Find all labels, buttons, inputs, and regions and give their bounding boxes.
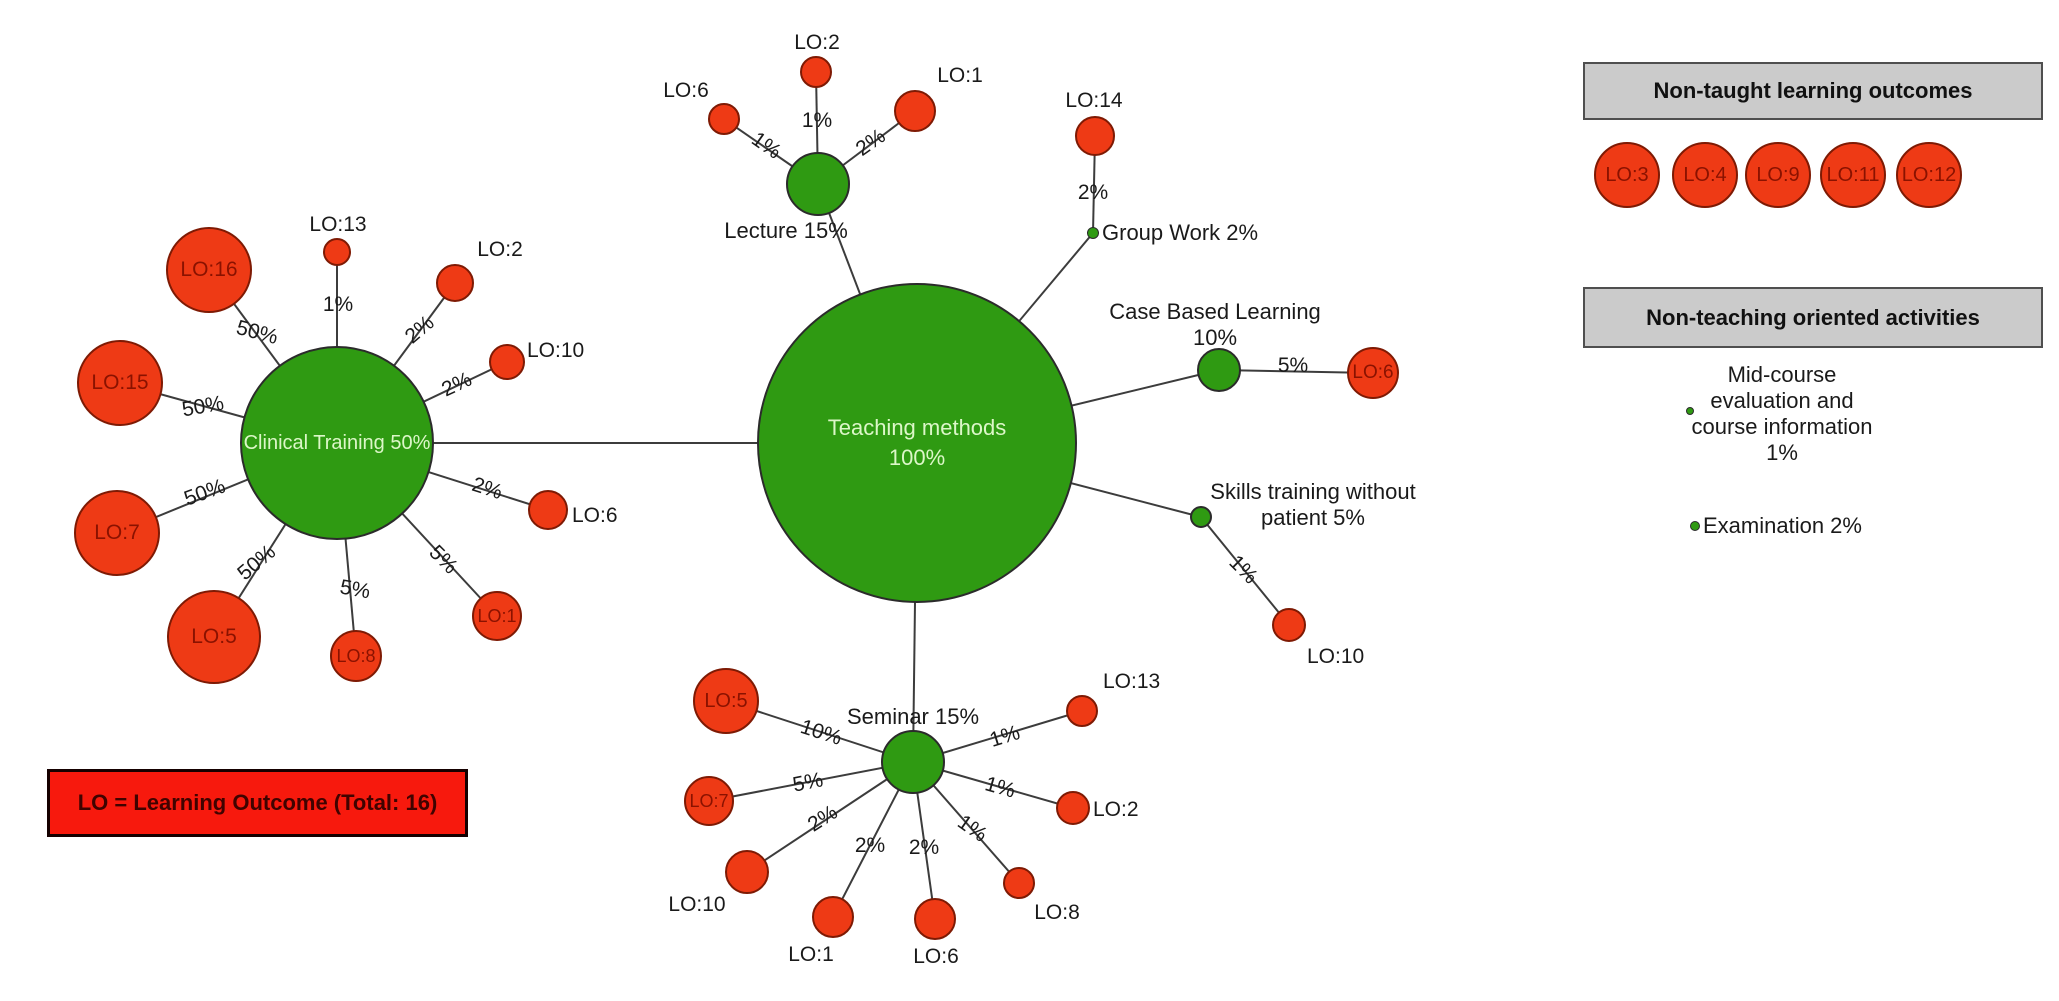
node-ct-lo5: LO:5 (167, 590, 261, 684)
node-sem-lo8 (1003, 867, 1035, 899)
non-taught-header: Non-taught learning outcomes (1583, 62, 2043, 120)
node-nt-lo9: LO:9 (1745, 142, 1811, 208)
label-lo-2-1: LO:2 (794, 31, 840, 54)
node-sem-lo7: LO:7 (684, 776, 734, 826)
label-lo-10-12: LO:10 (527, 339, 585, 362)
node-ct-lo10 (489, 344, 525, 380)
node-ct-lo8-label: LO:8 (336, 646, 376, 666)
node-nt-lo12-label: LO:12 (1901, 164, 1957, 186)
mid-course-evaluation-label: Mid-course evaluation and course informa… (1692, 362, 1873, 466)
node-ct-lo7-label: LO:7 (94, 521, 140, 544)
edge-label-20-2pct: 2% (908, 836, 940, 859)
mid-course-line-1: Mid-course (1727, 362, 1837, 387)
node-sem-lo1 (812, 896, 854, 938)
label-lo-2-18: LO:2 (1093, 798, 1139, 821)
edge-label-1-1pct: 1% (801, 109, 833, 132)
non-teaching-header: Non-teaching oriented activities (1583, 287, 2043, 348)
node-clinical-label: Clinical Training 50% (243, 432, 431, 454)
label-lo-1-2: LO:1 (937, 64, 983, 87)
label-lo-13-10: LO:13 (309, 213, 367, 236)
examination-label: Examination 2% (1703, 513, 1862, 538)
node-sem-lo6 (914, 898, 956, 940)
node-teaching: Teaching methods 100% (757, 283, 1077, 603)
node-ct-lo16-label: LO:16 (180, 258, 238, 281)
node-sem-lo5: LO:5 (693, 668, 759, 734)
node-nt-lo4: LO:4 (1672, 142, 1738, 208)
node-ct-lo7: LO:7 (74, 490, 160, 576)
node-group-work (1087, 227, 1099, 239)
label-skills-training-without-7: Skills training without patient 5% (1210, 479, 1416, 530)
label-lo-6-0: LO:6 (663, 79, 709, 102)
label-lecture-15--3: Lecture 15% (724, 218, 848, 243)
node-sem-lo2 (1056, 791, 1090, 825)
mid-course-line-4: 1% (1766, 440, 1798, 465)
node-cbl-lo6: LO:6 (1347, 347, 1399, 399)
node-ct-lo13 (323, 238, 351, 266)
node-sem-lo5-label: LO:5 (704, 690, 748, 712)
node-ct-lo1-label: LO:1 (477, 606, 517, 626)
node-ct-lo15-label: LO:15 (91, 371, 149, 394)
label-lo-10-14: LO:10 (668, 893, 726, 916)
label-group-work-2--5: Group Work 2% (1102, 220, 1259, 245)
edge-label-14-5pct: 5% (338, 575, 373, 604)
legend-box: LO = Learning Outcome (Total: 16) (47, 769, 468, 837)
node-ct-lo15: LO:15 (77, 340, 163, 426)
node-nt-lo4-label: LO:4 (1683, 164, 1727, 186)
node-sem-lo10 (725, 850, 769, 894)
node-nt-lo3: LO:3 (1594, 142, 1660, 208)
label-lo-8-17: LO:8 (1034, 901, 1080, 924)
node-ct-lo1: LO:1 (472, 591, 522, 641)
label-lo-14-4: LO:14 (1065, 89, 1123, 112)
edge-seminar-sem-lo7 (708, 761, 914, 802)
node-lec-lo2 (800, 56, 832, 88)
edge-label-3-2pct: 2% (1077, 181, 1109, 204)
node-clinical: Clinical Training 50% (240, 346, 434, 540)
node-lecture (786, 152, 850, 216)
node-lec-lo6 (708, 103, 740, 135)
label-lo-2-11: LO:2 (477, 238, 523, 261)
label-lo-6-16: LO:6 (913, 945, 959, 968)
edge-skills-training-sk-lo10 (1200, 516, 1290, 626)
node-gw-lo14 (1075, 116, 1115, 156)
node-ct-lo16: LO:16 (166, 227, 252, 313)
node-sk-lo10 (1272, 608, 1306, 642)
mid-course-line-2: evaluation and (1710, 388, 1854, 413)
label-seminar-15--9: Seminar 15% (846, 704, 980, 729)
label-lo-13-19: LO:13 (1103, 670, 1161, 693)
node-ct-lo2 (436, 264, 474, 302)
node-midcourse-dot (1686, 407, 1694, 415)
edge-label-19-2pct: 2% (854, 834, 886, 857)
node-nt-lo11-label: LO:11 (1826, 164, 1880, 186)
node-examination-dot (1690, 521, 1700, 531)
mid-course-line-3: course information (1691, 414, 1873, 439)
edge-label-4-5pct: 5% (1277, 354, 1309, 377)
node-teaching-label: Teaching methods 100% (827, 415, 1007, 470)
node-nt-lo12: LO:12 (1896, 142, 1962, 208)
node-ct-lo8: LO:8 (330, 630, 382, 682)
label-case-based-learning-6: Case Based Learning 10% (1109, 299, 1321, 350)
node-seminar (881, 730, 945, 794)
edge-seminar-sem-lo10 (746, 761, 914, 873)
node-skills-training (1190, 506, 1212, 528)
node-nt-lo9-label: LO:9 (1756, 164, 1800, 186)
node-sem-lo13 (1066, 695, 1098, 727)
label-lo-1-15: LO:1 (788, 943, 834, 966)
node-nt-lo3-label: LO:3 (1605, 164, 1649, 186)
label-lo-6-13: LO:6 (572, 504, 618, 527)
node-case-based-learning (1197, 348, 1241, 392)
node-nt-lo11: LO:11 (1820, 142, 1886, 208)
edge-label-7-1pct: 1% (322, 293, 354, 316)
node-cbl-lo6-label: LO:6 (1352, 362, 1394, 383)
node-lec-lo1 (894, 90, 936, 132)
node-ct-lo6 (528, 490, 568, 530)
label-lo-10-8: LO:10 (1307, 645, 1365, 668)
node-ct-lo5-label: LO:5 (191, 625, 237, 648)
node-sem-lo7-label: LO:7 (689, 791, 729, 811)
